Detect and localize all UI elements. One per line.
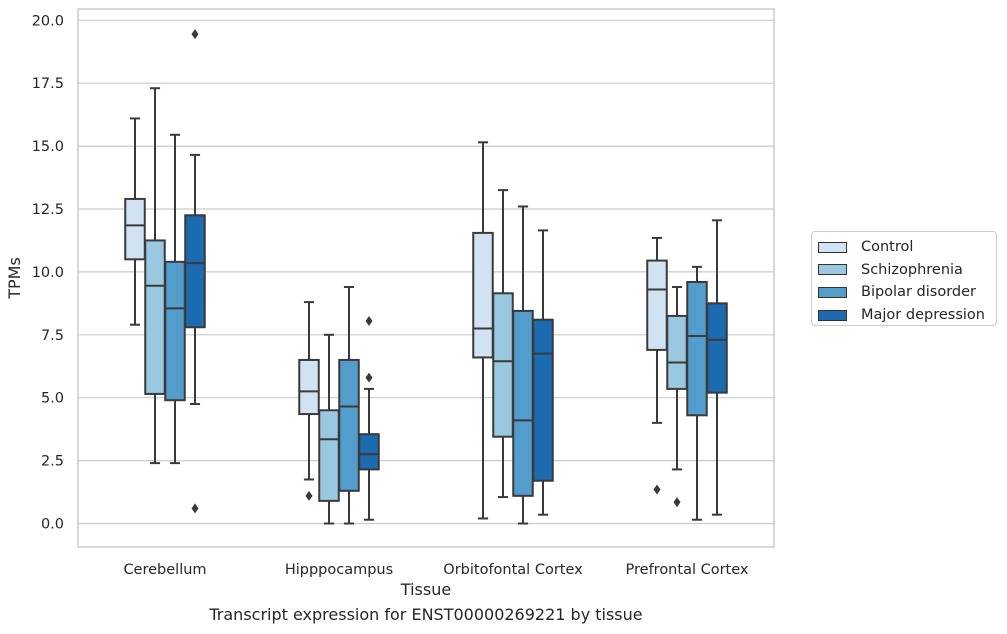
y-tick-label: 0.0 (41, 517, 64, 533)
x-axis-label: Tissue (400, 580, 451, 599)
y-axis-label: TPMs (5, 257, 24, 300)
outlier-point (191, 29, 199, 40)
box-orbitofontal-cortex-major-depression (532, 229, 554, 516)
legend: Control Schizophrenia Bipolar disorder M… (811, 231, 997, 326)
outlier-point (365, 372, 373, 383)
outlier-point (305, 490, 313, 501)
legend-label-major-depression: Major depression (861, 307, 985, 324)
x-tick-label: Orbitofontal Cortex (443, 562, 583, 578)
y-tick-labels: 0.0 2.5 5.0 7.5 10.0 12.5 15.0 17.5 20.0 (32, 13, 64, 532)
box-body (706, 302, 728, 394)
legend-item-schizophrenia: Schizophrenia (818, 259, 996, 282)
box-body (338, 358, 360, 492)
legend-label-bipolar-disorder: Bipolar disorder (861, 284, 976, 301)
outlier-point (673, 497, 681, 508)
box-prefrontal-cortex-control (646, 236, 668, 495)
y-tick-label: 5.0 (41, 391, 64, 407)
box-cerebellum-major-depression (184, 29, 206, 514)
legend-label-control: Control (861, 239, 914, 256)
box-hipppocampus-schizophrenia (318, 333, 340, 525)
y-tick-label: 2.5 (41, 454, 64, 470)
legend-swatch-control (818, 241, 847, 253)
box-body (512, 309, 534, 497)
x-tick-labels: Cerebellum Hipppocampus Orbitofontal Corte… (123, 562, 748, 578)
box-cerebellum-bipolar-disorder (164, 133, 186, 465)
legend-item-control: Control (818, 236, 996, 259)
y-tick-label: 7.5 (41, 328, 64, 344)
x-tick-label: Cerebellum (123, 562, 206, 578)
box-hipppocampus-major-depression (358, 315, 380, 521)
box-orbitofontal-cortex-bipolar-disorder (512, 205, 534, 525)
box-body (124, 197, 146, 261)
outlier-point (191, 503, 199, 514)
legend-item-bipolar-disorder: Bipolar disorder (818, 281, 996, 304)
outlier-point (365, 315, 373, 326)
box-prefrontal-cortex-major-depression (706, 219, 728, 516)
chart-caption: Transcript expression for ENST0000026922… (209, 605, 643, 624)
box-body (686, 280, 708, 417)
legend-label-schizophrenia: Schizophrenia (861, 261, 963, 278)
y-tick-label: 10.0 (32, 265, 64, 281)
plot-frame (77, 8, 775, 548)
legend-swatch-major-depression (818, 309, 847, 321)
box-body (492, 292, 514, 438)
box-hipppocampus-control (298, 301, 320, 501)
y-tick-label: 17.5 (32, 76, 64, 92)
x-tick-label: Prefrontal Cortex (626, 562, 749, 578)
box-body (318, 409, 340, 502)
box-prefrontal-cortex-bipolar-disorder (686, 265, 708, 521)
box-body (184, 214, 206, 329)
legend-swatch-bipolar-disorder (818, 286, 847, 298)
box-body (472, 231, 494, 359)
box-cerebellum-schizophrenia (144, 87, 166, 465)
box-layer (124, 29, 728, 525)
legend-item-major-depression: Major depression (818, 304, 996, 327)
y-tick-label: 20.0 (32, 13, 64, 29)
box-body (144, 239, 166, 395)
box-body (298, 358, 320, 416)
box-cerebellum-control (124, 117, 146, 326)
legend-swatch-schizophrenia (818, 264, 847, 276)
box-body (532, 318, 554, 482)
box-body (666, 314, 688, 390)
y-tick-label: 12.5 (32, 202, 64, 218)
box-body (358, 433, 380, 471)
box-orbitofontal-cortex-control (472, 141, 494, 520)
box-body (646, 259, 668, 351)
y-tick-label: 15.0 (32, 139, 64, 155)
box-prefrontal-cortex-schizophrenia (666, 285, 688, 508)
box-orbitofontal-cortex-schizophrenia (492, 189, 514, 499)
box-body (164, 260, 186, 402)
x-tick-label: Hipppocampus (285, 562, 393, 578)
box-hipppocampus-bipolar-disorder (338, 285, 360, 525)
outlier-point (653, 484, 661, 495)
